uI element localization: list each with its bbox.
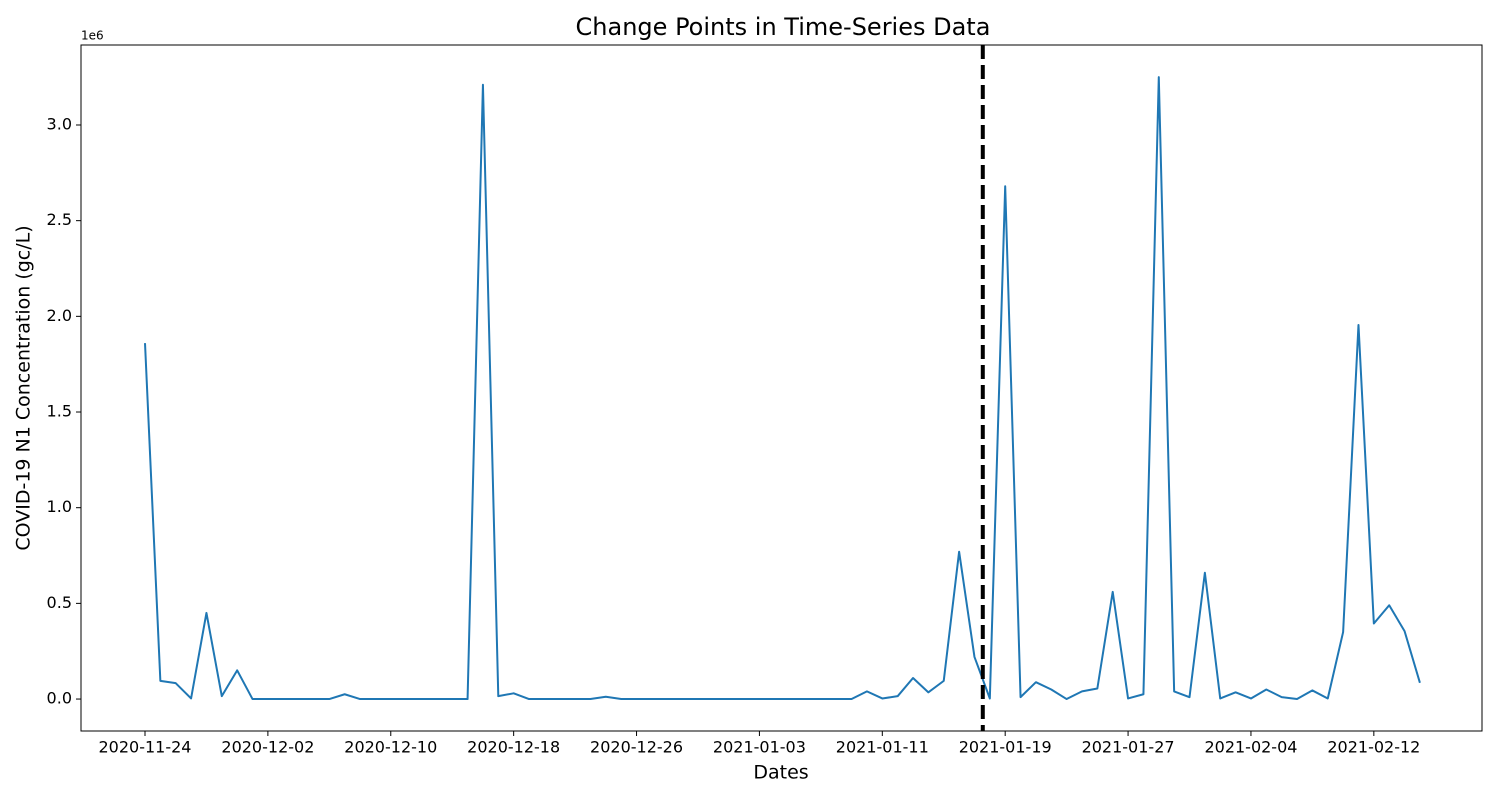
y-tick-label: 2.0	[47, 306, 72, 325]
x-axis-label: Dates	[753, 762, 808, 784]
x-tick-label: 2020-12-10	[344, 738, 437, 757]
x-tick-label: 2020-12-02	[221, 738, 314, 757]
x-tick-label: 2020-12-26	[590, 738, 683, 757]
y-tick-label: 2.5	[47, 210, 72, 229]
x-tick-label: 2021-01-19	[959, 738, 1052, 757]
x-tick-label: 2020-12-18	[467, 738, 560, 757]
y-tick-label: 1.0	[47, 497, 72, 516]
chart-title: Change Points in Time-Series Data	[576, 13, 991, 41]
x-tick-label: 2020-11-24	[99, 738, 192, 757]
x-tick-label: 2021-02-04	[1204, 738, 1297, 757]
data-line	[144, 76, 1421, 701]
y-tick-label: 0.0	[47, 689, 72, 708]
y-offset-label: 1e6	[81, 29, 104, 43]
x-tick-label: 2021-01-27	[1082, 738, 1175, 757]
plot-frame	[80, 44, 1483, 732]
y-tick-label: 3.0	[47, 114, 72, 133]
x-tick-label: 2021-01-11	[836, 738, 929, 757]
y-tick-label: 0.5	[47, 593, 72, 612]
y-tick-label: 1.5	[47, 402, 72, 421]
x-tick-label: 2021-01-03	[713, 738, 806, 757]
x-tick-label: 2021-02-12	[1327, 738, 1420, 757]
y-axis-label: COVID-19 N1 Concentration (gc/L)	[13, 225, 35, 550]
